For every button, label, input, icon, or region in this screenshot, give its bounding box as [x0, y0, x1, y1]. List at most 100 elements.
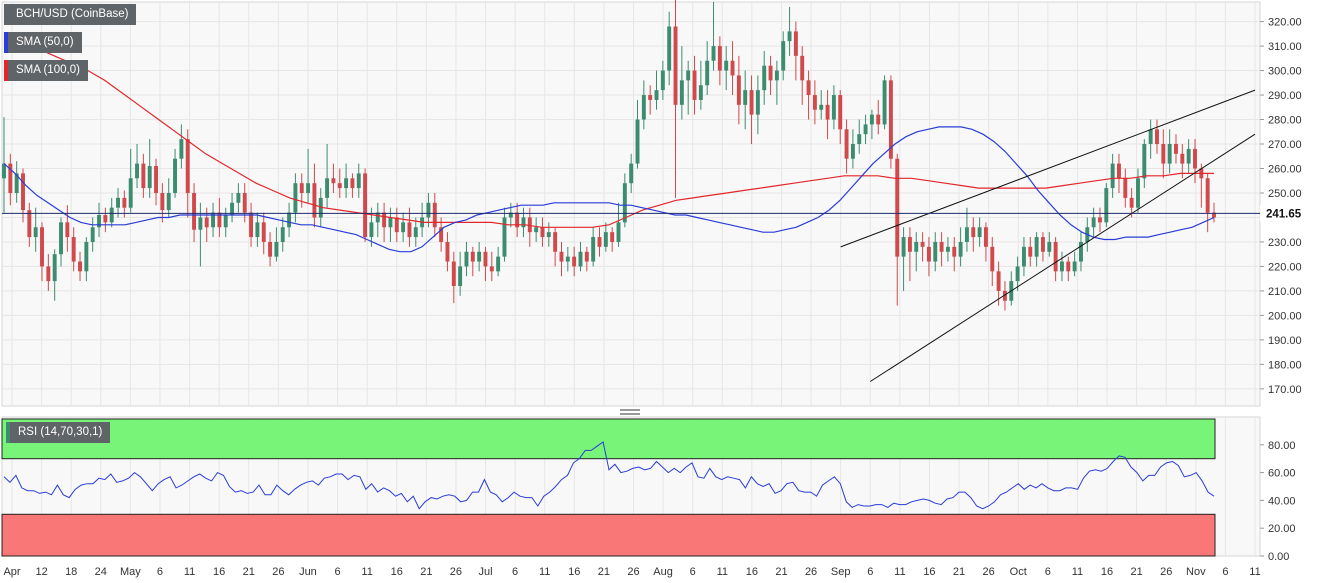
candle-body [895, 158, 900, 257]
candle-body [407, 222, 412, 238]
candle-body [730, 60, 735, 76]
candle-body [464, 251, 469, 267]
candle-body [483, 251, 488, 267]
candle-body [1034, 237, 1039, 257]
candle-body [502, 217, 507, 257]
x-tick-label: 16 [213, 566, 225, 578]
candle-body [844, 129, 849, 159]
candle-body [888, 80, 893, 159]
candle-body [413, 227, 418, 238]
x-tick-label: 6 [157, 566, 163, 578]
candle-body [1104, 188, 1109, 223]
y-tick-label: 200.00 [1268, 310, 1302, 322]
x-tick-label: Apr [3, 566, 20, 578]
candle-body [565, 256, 570, 262]
candle-body [1212, 212, 1216, 218]
candle-body [812, 95, 817, 110]
x-tick-label: Sep [831, 566, 851, 578]
candle-body [1174, 144, 1178, 154]
candle-body [952, 246, 957, 257]
candle-body [806, 80, 811, 96]
candle-body [629, 163, 634, 184]
candle-body [230, 202, 235, 216]
y-tick-label: 230.00 [1268, 237, 1302, 249]
candle-body [673, 26, 678, 105]
candle-body [508, 212, 513, 218]
candle-body [204, 217, 209, 228]
candle-body [660, 70, 665, 91]
candle-body [591, 237, 596, 262]
candle-body [996, 271, 1001, 291]
panel-divider-handle [620, 413, 640, 415]
candle-body [223, 215, 228, 228]
candle-body [876, 114, 881, 125]
candle-body [679, 80, 684, 105]
candle-body [724, 60, 729, 71]
candle-body [850, 144, 855, 159]
candle-body [1078, 241, 1083, 262]
candle-body [1066, 261, 1071, 272]
candle-body [515, 212, 520, 228]
candle-body [781, 41, 786, 71]
y-tick-label: 280.00 [1268, 115, 1302, 127]
candle-body [1180, 153, 1185, 164]
candle-body [40, 227, 44, 267]
x-tick-label: 21 [420, 566, 432, 578]
candle-body [350, 178, 355, 189]
x-tick-label: 11 [184, 566, 195, 578]
x-tick-label: 11 [539, 566, 550, 578]
y-tick-label: 210.00 [1268, 286, 1302, 298]
candle-body [1186, 148, 1191, 164]
candle-body [1161, 144, 1166, 164]
candle-body [445, 241, 450, 262]
x-tick-label: Aug [653, 566, 673, 578]
rsi-y-tick-label: 80.00 [1268, 440, 1296, 452]
candle-body [1205, 178, 1210, 213]
candle-body [743, 90, 748, 105]
candle-body [71, 237, 76, 262]
candle-body [546, 232, 551, 238]
candle-body [1167, 144, 1172, 164]
sma100-legend[interactable]: SMA (100,0) [4, 60, 88, 81]
candle-body [1091, 217, 1096, 228]
candle-body [325, 178, 330, 198]
candle-body [692, 70, 697, 100]
y-tick-label: 190.00 [1268, 335, 1302, 347]
candle-body [983, 227, 988, 247]
candle-body [293, 183, 298, 213]
candle-body [711, 46, 716, 61]
candle-body [401, 222, 406, 233]
symbol-legend[interactable]: BCH/USD (CoinBase) [4, 4, 137, 25]
rsi-legend[interactable]: RSI (14,70,30,1) [6, 422, 111, 443]
x-tick-label: 6 [867, 566, 873, 578]
candle-body [914, 241, 919, 252]
x-tick-label: 21 [1130, 566, 1142, 578]
sma100-line [3, 40, 1214, 228]
candle-body [217, 212, 222, 228]
x-tick-label: 6 [1045, 566, 1051, 578]
candle-body [97, 215, 101, 228]
candle-body [945, 246, 950, 252]
x-tick-label: May [120, 566, 141, 578]
x-tick-label: 11 [1072, 566, 1083, 578]
candle-body [236, 192, 241, 203]
candle-body [1053, 241, 1058, 272]
candle-body [84, 241, 89, 272]
candle-body [1110, 163, 1115, 189]
y-tick-label: 180.00 [1268, 359, 1302, 371]
x-tick-label: 16 [568, 566, 580, 578]
candle-body [534, 227, 539, 233]
sma100-label: SMA (100,0) [16, 64, 80, 76]
x-tick-label: 6 [512, 566, 518, 578]
x-tick-label: 6 [690, 566, 696, 578]
candle-body [831, 95, 836, 120]
sma50-legend[interactable]: SMA (50,0) [4, 32, 82, 53]
candle-body [166, 192, 171, 211]
x-tick-label: 21 [953, 566, 965, 578]
candle-body [27, 210, 32, 238]
candle-body [1136, 178, 1140, 208]
x-tick-label: 21 [775, 566, 787, 578]
trendline [869, 133, 1256, 382]
candle-body [1155, 129, 1159, 145]
x-tick-label: Oct [1010, 566, 1027, 578]
